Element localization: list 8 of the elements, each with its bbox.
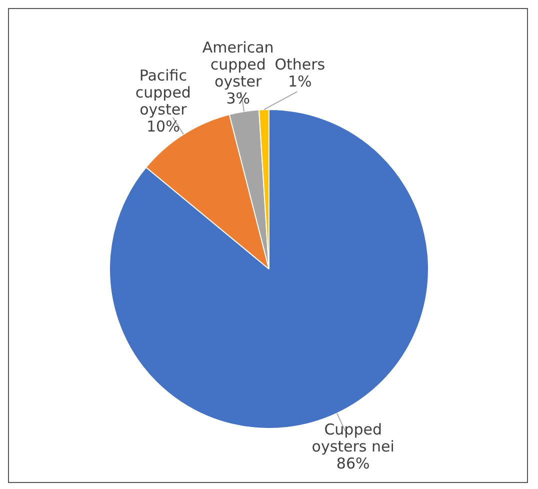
slice-label: American cupped oyster <box>202 38 274 90</box>
slice-label: Others <box>274 55 326 74</box>
slice-label: Cupped oysters nei <box>312 420 394 456</box>
slice-label: Pacific cupped oyster <box>135 66 191 119</box>
data-label: 86% <box>336 454 370 473</box>
data-label: 10% <box>146 118 180 136</box>
data-label: 1% <box>288 72 312 90</box>
data-label: 3% <box>226 89 250 108</box>
